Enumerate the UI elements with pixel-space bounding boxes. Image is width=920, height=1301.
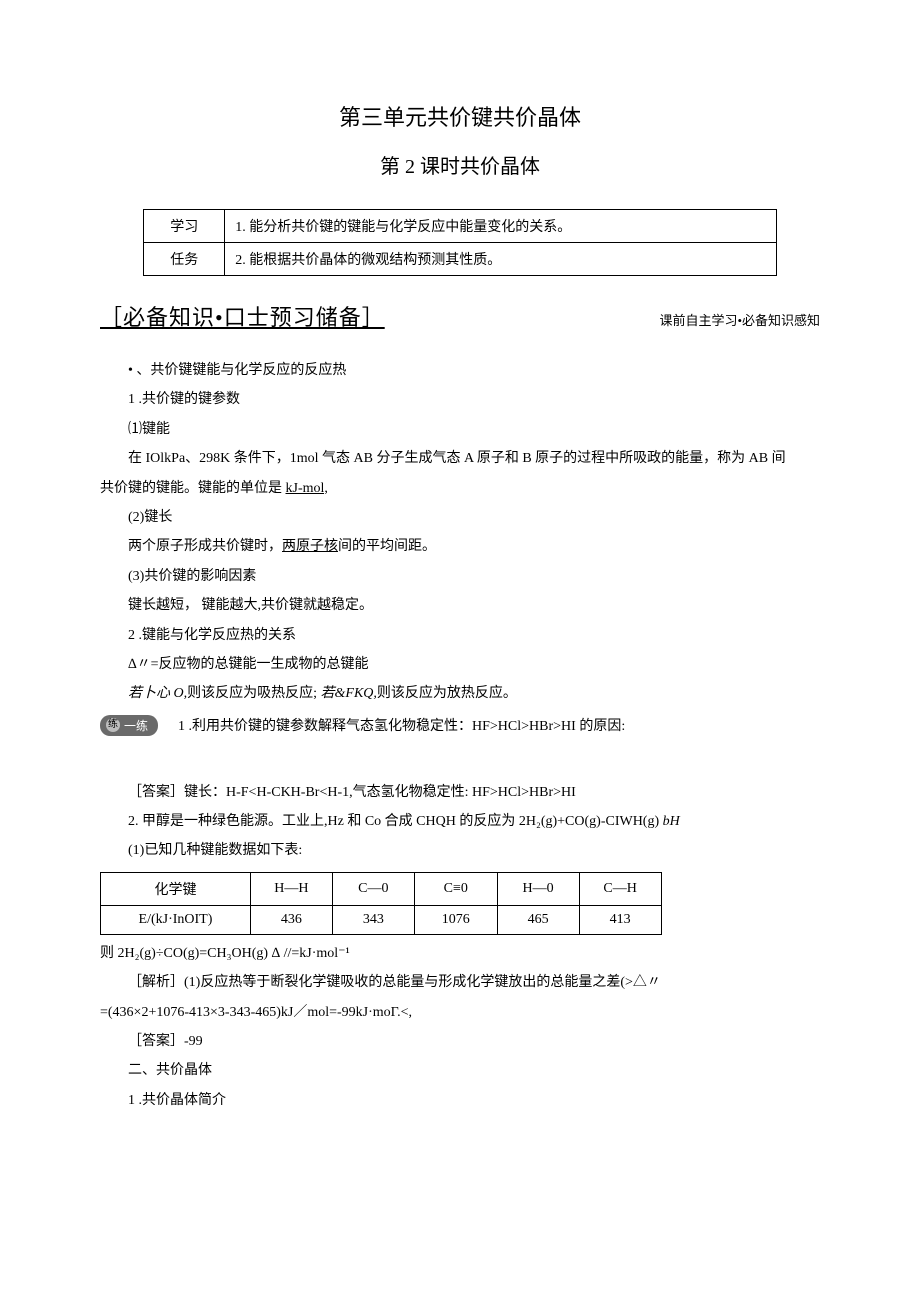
section-header-right: 课前自主学习•必备知识感知 [659, 310, 820, 329]
badge-text: 一练 [124, 719, 148, 733]
italic-text: bH [663, 814, 680, 829]
table-header-cell: C≡0 [414, 872, 497, 905]
text-fragment: 则该反应为放热反应。 [377, 686, 517, 701]
table-row: 化学键 H—H C—0 C≡0 H—0 C—H [101, 872, 662, 905]
body-text: 两个原子形成共价键时，两原子核间的平均间距。 [100, 532, 820, 561]
task-cell: 任务 [144, 243, 225, 276]
text-fragment: 间的平均间距。 [338, 539, 436, 554]
text-fragment: 两个原子形成共价键时， [128, 539, 282, 554]
badge-circle-icon: 练 [106, 718, 120, 732]
table-row: E/(kJ·InOIT) 436 343 1076 465 413 [101, 905, 662, 934]
table-cell: 436 [250, 905, 332, 934]
practice-badge: 练一练 [100, 715, 158, 736]
table-row: 学习 1. 能分析共价键的键能与化学反应中能量变化的关系。 [144, 210, 777, 243]
answer-text: ［答案］-99 [100, 1027, 820, 1056]
text-fragment: 在 IOlkPa、298K 条件下，1mol 气态 AB 分子生成气态 A 原子… [128, 451, 786, 466]
body-text: =(436×2+1076-413×3-343-465)kJ／mol=-99kJ·… [100, 998, 820, 1027]
table-header-cell: C—0 [332, 872, 414, 905]
question-text: 1 .利用共价键的键参数解释气态氢化物稳定性：HF>HCl>HBr>HI 的原因… [178, 715, 625, 735]
body-text: 共价键的键能。键能的单位是 kJ-mol, [100, 474, 820, 503]
table-cell: 1076 [414, 905, 497, 934]
table-cell: E/(kJ·InOIT) [101, 905, 251, 934]
section-header-left: ［必备知识•口士预习储备］ [100, 300, 385, 332]
italic-text: 若卜心 O, [128, 686, 187, 701]
body-text: (3)共价键的影响因素 [100, 562, 820, 591]
body-text: 在 IOlkPa、298K 条件下，1mol 气态 AB 分子生成气态 A 原子… [100, 444, 820, 473]
heading-text: 二、共价晶体 [100, 1056, 820, 1085]
section-header: ［必备知识•口士预习储备］ 课前自主学习•必备知识感知 [100, 300, 820, 332]
body-text: ⑴键能 [100, 415, 820, 444]
body-text: (1)已知几种键能数据如下表: [100, 836, 820, 865]
body-text: • 、共价键键能与化学反应的反应热 [100, 356, 820, 385]
table-header-cell: 化学键 [101, 872, 251, 905]
text-fragment: 则该反应为吸热反应; [187, 686, 320, 701]
body-text: 键长越短， 键能越大,共价键就越稳定。 [100, 591, 820, 620]
page: 第三单元共价键共价晶体 第 2 课时共价晶体 学习 1. 能分析共价键的键能与化… [0, 0, 920, 1175]
body-text: 2. 甲醇是一种绿色能源。工业上,Hz 和 Co 合成 CHQH 的反应为 2H… [100, 807, 820, 836]
analysis-text: ［解析］(1)反应热等于断裂化学键吸收的总能量与形成化学键放出的总能量之差(>△… [100, 968, 820, 997]
text-fragment: 共价键的键能。键能的单位是 [100, 481, 286, 496]
table-header-cell: H—0 [497, 872, 579, 905]
body-text: 若卜心 O,则该反应为吸热反应; 若&FKQ,则该反应为放热反应。 [100, 679, 820, 708]
task-cell: 学习 [144, 210, 225, 243]
body-text: 1 .共价键的键参数 [100, 385, 820, 414]
table-cell: 465 [497, 905, 579, 934]
practice-row: 练一练 1 .利用共价键的键参数解释气态氢化物稳定性：HF>HCl>HBr>HI… [100, 715, 820, 736]
underlined-text: kJ-mol, [286, 481, 328, 496]
task-cell: 2. 能根据共价晶体的微观结构预测其性质。 [225, 243, 777, 276]
bond-energy-table: 化学键 H—H C—0 C≡0 H—0 C—H E/(kJ·InOIT) 436… [100, 872, 662, 935]
body-text: 1 .共价晶体简介 [100, 1086, 820, 1115]
table-cell: 343 [332, 905, 414, 934]
body-text: 2 .键能与化学反应热的关系 [100, 621, 820, 650]
underlined-text: 两原子核 [282, 539, 338, 554]
lesson-title: 第 2 课时共价晶体 [100, 150, 820, 179]
unit-title: 第三单元共价键共价晶体 [100, 100, 820, 132]
table-header-cell: H—H [250, 872, 332, 905]
spacer [100, 738, 820, 778]
task-cell: 1. 能分析共价键的键能与化学反应中能量变化的关系。 [225, 210, 777, 243]
answer-text: ［答案］键长：H-F<H-CKH-Br<H-1,气态氢化物稳定性: HF>HCl… [100, 778, 820, 807]
body-text: ∆〃=反应物的总键能一生成物的总键能 [100, 650, 820, 679]
body-text: 则 2H₂(g)÷CO(g)=CH₃OH(g) ∆ //=kJ·mol⁻¹ [100, 939, 820, 968]
text-fragment: 2. 甲醇是一种绿色能源。工业上,Hz 和 Co 合成 CHQH 的反应为 2H… [128, 814, 663, 829]
table-row: 任务 2. 能根据共价晶体的微观结构预测其性质。 [144, 243, 777, 276]
table-header-cell: C—H [579, 872, 661, 905]
task-table: 学习 1. 能分析共价键的键能与化学反应中能量变化的关系。 任务 2. 能根据共… [143, 209, 777, 276]
table-cell: 413 [579, 905, 661, 934]
body-text: (2)键长 [100, 503, 820, 532]
italic-text: 若&FKQ, [321, 686, 377, 701]
